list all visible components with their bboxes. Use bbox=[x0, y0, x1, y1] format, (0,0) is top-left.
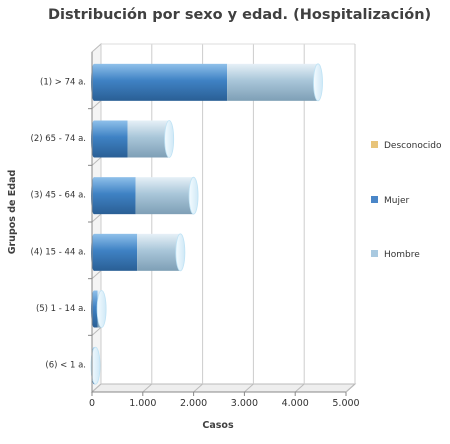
category-separator bbox=[91, 213, 102, 223]
floor bbox=[90, 383, 357, 393]
bar-end-cap bbox=[313, 63, 323, 102]
floor-edge bbox=[345, 383, 356, 393]
bars bbox=[90, 63, 323, 385]
bar-end-cap bbox=[90, 346, 101, 385]
category-label: (2) 65 - 74 a. bbox=[31, 134, 86, 144]
bar-hombre bbox=[227, 63, 319, 101]
x-tick-label: 2.000 bbox=[180, 398, 207, 409]
category-label: (4) 15 - 44 a. bbox=[31, 247, 86, 257]
category-labels: (1) > 74 a. (2) 65 - 74 a. (3) 45 - 64 a. (… bbox=[31, 77, 86, 370]
bar-mujer bbox=[94, 233, 138, 271]
x-tick-label: 4.000 bbox=[282, 398, 309, 409]
x-tick-label: 0 bbox=[89, 398, 95, 409]
bar-end-cap bbox=[164, 120, 175, 158]
x-tick-label: 1.000 bbox=[129, 398, 156, 409]
floor-gridline bbox=[142, 383, 153, 393]
legend-swatch-hombre bbox=[371, 250, 378, 257]
bar-mujer bbox=[94, 120, 128, 158]
legend-swatch-desconocido bbox=[371, 141, 378, 148]
x-tick-label: 3.000 bbox=[231, 398, 258, 409]
category-separator bbox=[91, 100, 102, 110]
category-label: (3) 45 - 64 a. bbox=[31, 191, 86, 201]
category-separator bbox=[91, 326, 102, 336]
legend-label-desconocido: Desconocido bbox=[384, 141, 442, 151]
bar-hombre bbox=[137, 233, 181, 271]
legend-label-mujer: Mujer bbox=[384, 196, 410, 206]
bar-end-cap bbox=[188, 176, 199, 215]
floor-gridline bbox=[294, 383, 305, 393]
category-label: (6) < 1 a. bbox=[45, 361, 86, 371]
x-tick-labels: 0 1.000 2.000 3.000 4.000 5.000 bbox=[89, 398, 360, 409]
floor-gridline bbox=[91, 383, 102, 393]
bar-mujer bbox=[94, 63, 228, 101]
bar-mujer bbox=[94, 177, 136, 215]
x-tick-label: 5.000 bbox=[332, 398, 359, 409]
legend-label-hombre: Hombre bbox=[384, 250, 420, 260]
chart-title: Distribución por sexo y edad. (Hospitali… bbox=[48, 7, 431, 23]
legend: Desconocido Mujer Hombre bbox=[371, 141, 442, 260]
bar-end-cap bbox=[96, 290, 107, 328]
x-axis-title: Casos bbox=[202, 420, 234, 431]
category-separator bbox=[91, 156, 102, 166]
legend-swatch-mujer bbox=[371, 196, 378, 203]
floor-gridline bbox=[193, 383, 203, 393]
axes bbox=[91, 44, 356, 393]
category-label: (1) > 74 a. bbox=[40, 77, 86, 87]
bar-hombre bbox=[127, 120, 170, 158]
y-axis-title: Grupos de Edad bbox=[7, 170, 18, 255]
category-label: (5) 1 - 14 a. bbox=[36, 304, 86, 314]
bar-hombre bbox=[135, 177, 194, 215]
floor-gridline bbox=[244, 383, 254, 393]
bar-end-cap bbox=[175, 233, 186, 272]
category-separator bbox=[91, 270, 102, 280]
